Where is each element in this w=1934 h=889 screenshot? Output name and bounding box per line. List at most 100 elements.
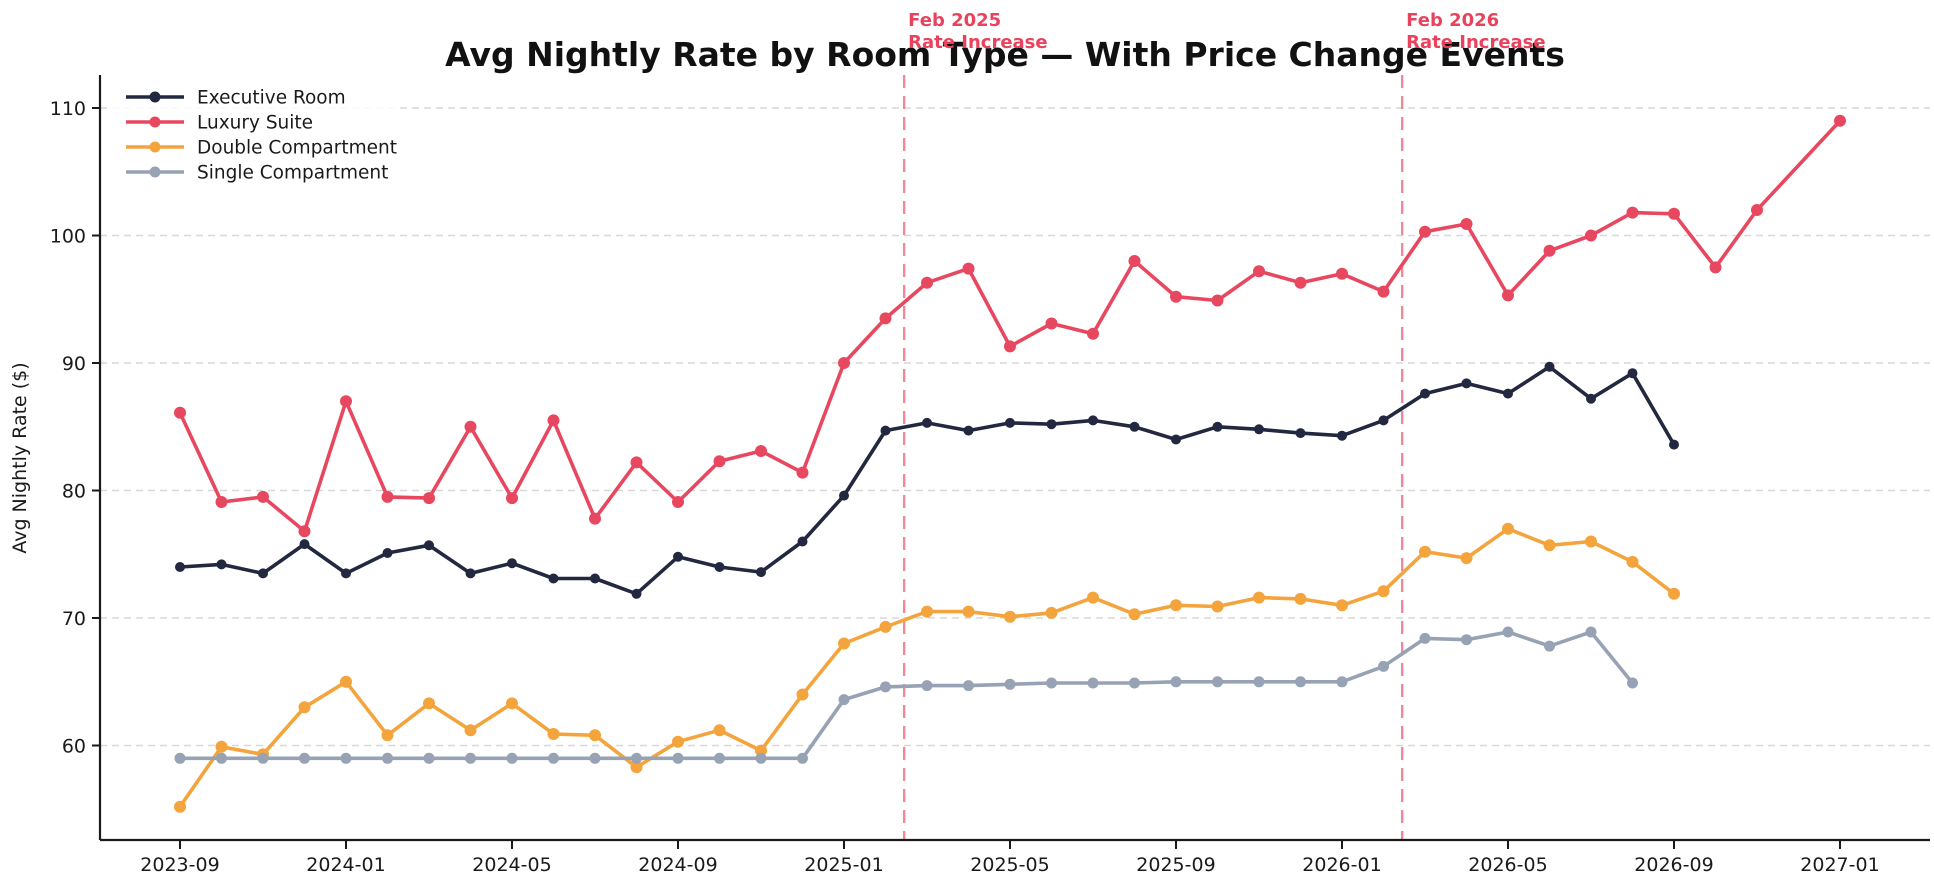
data-point-marker — [506, 752, 518, 764]
data-point-marker — [174, 752, 186, 764]
data-point-marker — [423, 752, 435, 764]
y-tick-label: 60 — [62, 736, 86, 758]
x-tick-label: 2025-09 — [1136, 854, 1215, 876]
data-point-marker — [1004, 610, 1016, 623]
data-point-marker — [547, 414, 560, 427]
y-tick-label: 110 — [50, 98, 86, 120]
data-point-marker — [1377, 585, 1390, 598]
data-point-marker — [1585, 626, 1597, 638]
data-point-marker — [673, 551, 683, 562]
data-point-marker — [963, 680, 974, 692]
data-point-marker — [215, 496, 228, 508]
gridlines — [100, 107, 1930, 747]
data-point-marker — [1586, 393, 1596, 404]
legend-label: Double Compartment — [197, 138, 397, 159]
data-point-marker — [1211, 600, 1224, 613]
data-point-marker — [838, 694, 850, 706]
data-point-marker — [839, 490, 849, 501]
data-point-marker — [1543, 244, 1556, 257]
x-tick-label: 2025-01 — [804, 854, 883, 876]
data-point-marker — [921, 680, 933, 692]
data-point-marker — [797, 752, 808, 764]
data-point-marker — [298, 701, 311, 714]
data-point-marker — [1004, 678, 1016, 690]
data-point-marker — [215, 740, 228, 753]
data-point-marker — [630, 761, 643, 774]
legend-marker-swatch — [149, 116, 161, 128]
x-tick-label: 2024-09 — [638, 854, 717, 876]
data-point-marker — [340, 675, 352, 688]
x-tick-label: 2026-01 — [1302, 854, 1381, 876]
data-point-marker — [1378, 415, 1389, 426]
data-point-marker — [1170, 290, 1182, 303]
data-point-marker — [382, 548, 393, 558]
data-point-marker — [589, 752, 601, 764]
data-point-marker — [922, 417, 932, 428]
data-point-marker — [1461, 634, 1472, 646]
data-point-marker — [1460, 218, 1473, 230]
data-point-marker — [257, 752, 269, 764]
data-point-marker — [879, 312, 892, 325]
data-point-marker — [1502, 522, 1514, 535]
data-point-marker — [1295, 428, 1306, 439]
data-point-marker — [756, 567, 766, 578]
data-point-marker — [1128, 255, 1141, 267]
data-point-marker — [299, 752, 310, 764]
data-point-marker — [299, 539, 310, 550]
data-point-marker — [1502, 626, 1514, 638]
data-point-marker — [465, 752, 476, 764]
data-point-marker — [382, 752, 393, 764]
data-point-marker — [714, 562, 725, 572]
data-point-marker — [1087, 677, 1099, 689]
data-point-marker — [1626, 555, 1639, 568]
data-point-marker — [1004, 340, 1016, 353]
y-tick-label: 100 — [50, 226, 86, 248]
data-point-marker — [257, 490, 269, 503]
series-line — [178, 527, 1676, 809]
event-annotation-line2: Rate Increase — [1406, 32, 1545, 53]
x-tick-label: 2024-05 — [472, 854, 551, 876]
data-point-marker — [1337, 430, 1347, 441]
event-annotation-line2: Rate Increase — [908, 32, 1047, 53]
data-point-marker — [1378, 660, 1389, 672]
data-point-marker — [258, 568, 268, 579]
data-point-marker — [590, 573, 600, 584]
data-point-marker — [1212, 421, 1223, 432]
data-point-marker — [1212, 676, 1223, 688]
data-point-marker — [1087, 327, 1099, 340]
series-line — [178, 365, 1676, 596]
data-point-marker — [341, 568, 351, 579]
data-point-marker — [1377, 285, 1390, 298]
event-annotation-line1: Feb 2026 — [1406, 10, 1499, 31]
legend-background — [110, 80, 395, 184]
data-point-marker — [1046, 677, 1057, 689]
y-tick-label: 90 — [62, 353, 86, 375]
data-point-marker — [631, 588, 642, 599]
x-tick-label: 2025-05 — [970, 854, 1049, 876]
y-tick-label: 80 — [62, 481, 86, 503]
data-point-marker — [755, 752, 767, 764]
data-point-marker — [1294, 592, 1307, 605]
data-point-marker — [880, 425, 891, 436]
data-point-marker — [1461, 378, 1472, 389]
data-point-marker — [755, 445, 767, 457]
data-point-marker — [547, 728, 560, 740]
data-point-marker — [630, 456, 643, 469]
data-point-marker — [1294, 276, 1307, 289]
data-point-marker — [1129, 677, 1140, 689]
data-point-marker — [1626, 206, 1639, 219]
data-point-marker — [174, 800, 186, 813]
x-tick-label: 2027-01 — [1800, 854, 1879, 876]
x-tick-label: 2023-09 — [140, 854, 219, 876]
data-point-marker — [507, 558, 517, 569]
data-point-marker — [1087, 591, 1099, 604]
data-point-marker — [174, 406, 186, 419]
data-point-marker — [381, 490, 394, 503]
data-point-marker — [962, 262, 975, 275]
data-point-marker — [1129, 421, 1140, 432]
data-point-marker — [1253, 591, 1265, 604]
data-point-marker — [1668, 587, 1680, 600]
data-point-marker — [1254, 424, 1264, 435]
